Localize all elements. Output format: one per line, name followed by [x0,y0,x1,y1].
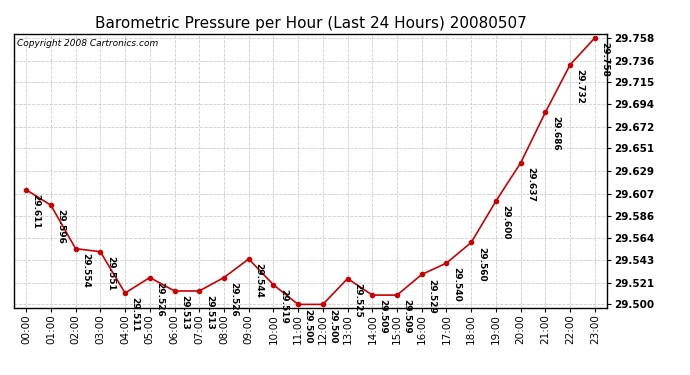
Text: 29.732: 29.732 [575,69,584,104]
Text: 29.611: 29.611 [32,194,41,229]
Text: 29.596: 29.596 [57,209,66,244]
Text: 29.525: 29.525 [353,283,362,318]
Text: Copyright 2008 Cartronics.com: Copyright 2008 Cartronics.com [17,39,158,48]
Text: 29.544: 29.544 [254,263,264,298]
Text: 29.758: 29.758 [600,42,609,77]
Text: 29.551: 29.551 [106,256,115,291]
Text: 29.554: 29.554 [81,253,90,288]
Text: 29.560: 29.560 [477,247,486,281]
Title: Barometric Pressure per Hour (Last 24 Hours) 20080507: Barometric Pressure per Hour (Last 24 Ho… [95,16,526,31]
Text: 29.540: 29.540 [452,267,461,302]
Text: 29.509: 29.509 [378,299,387,334]
Text: 29.511: 29.511 [130,297,139,332]
Text: 29.513: 29.513 [205,295,214,330]
Text: 29.513: 29.513 [180,295,189,330]
Text: 29.526: 29.526 [230,282,239,316]
Text: 29.526: 29.526 [155,282,164,316]
Text: 29.529: 29.529 [427,279,436,314]
Text: 29.500: 29.500 [304,309,313,343]
Text: 29.519: 29.519 [279,289,288,324]
Text: 29.509: 29.509 [402,299,412,334]
Text: 29.686: 29.686 [551,116,560,151]
Text: 29.637: 29.637 [526,167,535,202]
Text: 29.500: 29.500 [328,309,337,343]
Text: 29.600: 29.600 [502,205,511,240]
